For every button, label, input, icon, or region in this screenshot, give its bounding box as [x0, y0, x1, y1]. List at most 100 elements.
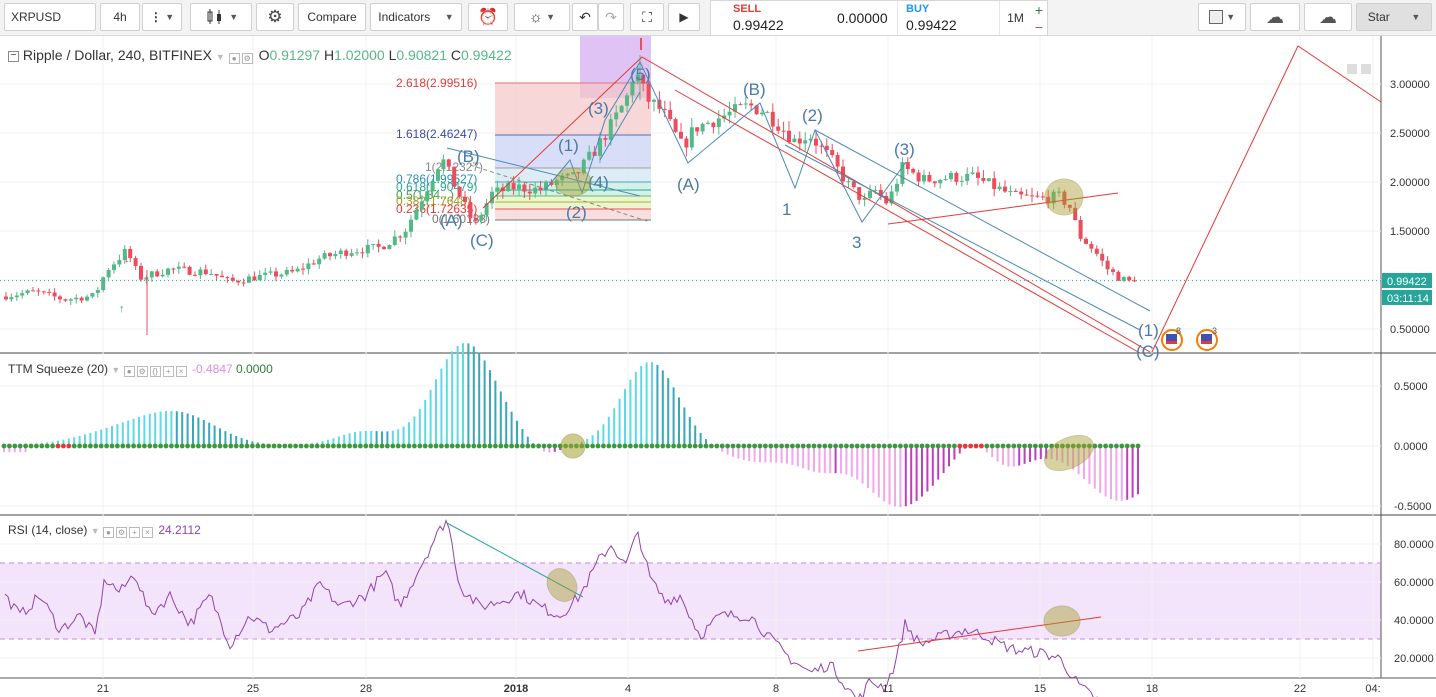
eye-icon[interactable]: ●	[102, 526, 114, 538]
ttm-dot	[455, 443, 460, 449]
candle-body	[387, 244, 392, 250]
ttm-dot	[206, 443, 212, 449]
candle-body	[830, 149, 835, 156]
ttm-dot	[601, 443, 606, 449]
candle-body	[738, 104, 743, 106]
chevron-down-icon: ▼	[546, 12, 555, 22]
range-button[interactable]: 1M	[999, 1, 1031, 35]
wave-label: (1)	[558, 136, 579, 155]
fullscreen-button[interactable]: ⛶	[630, 3, 664, 31]
ttm-dot	[784, 443, 790, 449]
layout-button[interactable]: ▼	[1198, 3, 1246, 31]
zoom-out-button[interactable]: −	[1031, 18, 1047, 35]
rsi-band	[0, 563, 1381, 639]
collapse-legend-icon[interactable]: −	[8, 50, 19, 62]
ttm-dot	[962, 443, 968, 449]
gear-icon[interactable]: ⚙	[115, 526, 127, 538]
alert-button[interactable]: ⏰	[468, 3, 508, 31]
ttm-dot	[120, 443, 126, 449]
interval-button[interactable]: 4h	[100, 3, 140, 31]
bars-style-button[interactable]: ⋮ ▼	[142, 3, 182, 31]
candle-body	[1040, 196, 1045, 198]
ttm-dot	[822, 443, 828, 449]
star-button[interactable]: Star ▼	[1356, 3, 1432, 31]
undo-button[interactable]: ↶	[572, 3, 598, 31]
load-chart-button[interactable]: ☁	[1250, 3, 1300, 31]
indicators-label: Indicators	[378, 10, 431, 24]
play-icon: ▶	[679, 10, 689, 24]
candle-body	[452, 166, 457, 187]
candle-body	[517, 184, 521, 190]
replay-button[interactable]: ▶	[668, 3, 700, 31]
candle-body	[193, 274, 197, 276]
eye-icon[interactable]: ●	[123, 365, 135, 377]
candle-body	[970, 172, 975, 174]
candle-body	[1105, 260, 1110, 270]
legend-actions[interactable]: ● ⚙	[228, 48, 255, 65]
chevron-down-icon[interactable]: ▼	[111, 365, 121, 375]
candle-body	[365, 244, 370, 254]
plus-icon[interactable]: +	[128, 526, 140, 538]
braces-icon[interactable]: {}	[149, 365, 161, 377]
ttm-legend-actions[interactable]: ● ⚙{} + ×	[123, 363, 189, 377]
indicators-button[interactable]: Indicators ▼	[370, 3, 462, 31]
price-tick-label: 2.00000	[1390, 177, 1430, 189]
ttm-dot	[881, 443, 887, 449]
redo-button[interactable]: ↷	[598, 3, 624, 31]
ttm-dot	[757, 443, 763, 449]
candle-body	[155, 271, 160, 277]
ttm-dot	[806, 443, 811, 449]
chart-type-button[interactable]: ▼	[190, 3, 252, 31]
sell-button[interactable]: SELL 0.99422	[711, 1, 825, 35]
gear-icon[interactable]: ⚙	[241, 53, 253, 65]
high-value: 1.02000	[334, 47, 385, 63]
ttm-dot	[422, 443, 428, 449]
ttm-dot	[719, 443, 725, 449]
candle-body	[166, 268, 170, 275]
candle-body	[927, 175, 932, 182]
plus-icon[interactable]: +	[162, 365, 174, 377]
ttm-dot	[1054, 443, 1060, 449]
wave-label: (3)	[588, 99, 609, 118]
ttm-dot	[525, 443, 531, 449]
save-chart-button[interactable]: ☁	[1304, 3, 1352, 31]
ttm-dot	[250, 443, 255, 449]
zoom-in-button[interactable]: +	[1031, 1, 1047, 18]
close-icon[interactable]: ×	[175, 365, 187, 377]
candle-body	[846, 181, 851, 183]
rsi-legend-actions[interactable]: ● ⚙ + ×	[102, 524, 155, 538]
candle-body	[68, 299, 73, 301]
ttm-dot	[314, 443, 320, 449]
wave-label: (4)	[588, 173, 609, 192]
candle-body	[360, 252, 365, 254]
candle-body	[133, 258, 138, 266]
gear-icon[interactable]: ⚙	[136, 365, 148, 377]
candle-body	[1024, 194, 1029, 196]
fib-level-label: 0.618(1.90479)	[396, 180, 477, 194]
eye-icon[interactable]: ●	[228, 53, 240, 65]
ttm-dot	[714, 443, 720, 449]
candle-body	[808, 138, 813, 141]
time-tick-label: 8	[773, 683, 779, 695]
chart-area[interactable]: 2.618(2.99516)1.618(2.46247)1(2.12327)0.…	[0, 36, 1436, 697]
settings-button[interactable]: ⚙	[256, 3, 294, 31]
candle-body	[900, 162, 905, 184]
compare-button[interactable]: Compare	[298, 3, 366, 31]
ttm-dot	[1065, 443, 1071, 449]
chevron-down-icon[interactable]: ▼	[215, 52, 225, 62]
candle-body	[79, 297, 84, 301]
chevron-down-icon[interactable]: ▼	[90, 526, 100, 536]
buy-button[interactable]: BUY 0.99422	[897, 1, 999, 35]
close-icon[interactable]: ×	[141, 526, 153, 538]
ttm-dot	[887, 443, 892, 449]
ttm-dot	[984, 443, 990, 449]
ttm-dot	[12, 443, 18, 449]
templates-button[interactable]: ☼ ▼	[514, 3, 570, 31]
ttm-dot	[368, 443, 374, 449]
candle-body	[673, 119, 678, 132]
ttm-dot	[417, 443, 423, 449]
symbol-search-input[interactable]: XRPUSD	[4, 3, 96, 31]
candle-body	[187, 266, 192, 275]
ttm-dot	[638, 443, 644, 449]
ttm-dot	[412, 443, 417, 449]
